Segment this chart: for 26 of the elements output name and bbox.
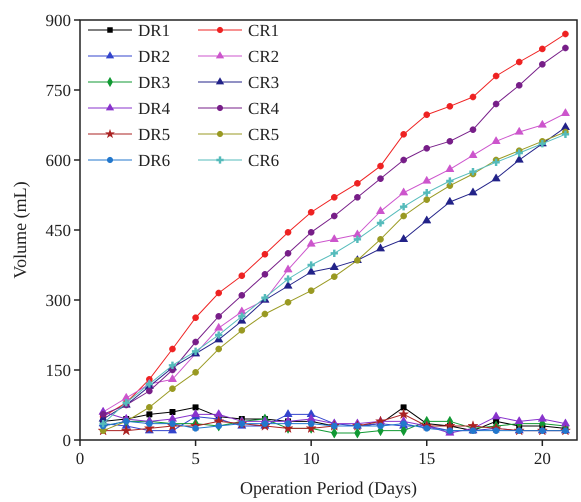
legend-label: DR2	[138, 47, 170, 66]
y-tick-label: 750	[46, 81, 71, 100]
y-axis-title: Volume (mL)	[10, 181, 30, 279]
legend-label: CR4	[248, 99, 280, 118]
y-tick-label: 300	[46, 291, 71, 310]
y-tick-label: 900	[46, 11, 71, 30]
x-tick-label: 15	[418, 449, 436, 468]
legend-label: CR2	[248, 47, 280, 66]
legend-label: CR5	[248, 125, 280, 144]
y-tick-label: 450	[46, 221, 71, 240]
legend-label: CR6	[248, 151, 280, 170]
x-tick-label: 20	[534, 449, 551, 468]
legend-label: CR1	[248, 21, 280, 40]
y-tick-label: 150	[46, 361, 71, 380]
legend-label: DR4	[138, 99, 171, 118]
x-axis-title: Operation Period (Days)	[240, 478, 417, 498]
x-tick-label: 10	[302, 449, 320, 468]
legend-label: DR5	[138, 125, 170, 144]
legend-label: DR1	[138, 21, 170, 40]
x-tick-label: 0	[76, 449, 84, 468]
y-tick-label: 0	[62, 431, 71, 450]
x-tick-label: 5	[191, 449, 200, 468]
legend-label: DR3	[138, 73, 170, 92]
legend-label: CR3	[248, 73, 280, 92]
legend-label: DR6	[138, 151, 170, 170]
y-tick-label: 600	[46, 151, 71, 170]
